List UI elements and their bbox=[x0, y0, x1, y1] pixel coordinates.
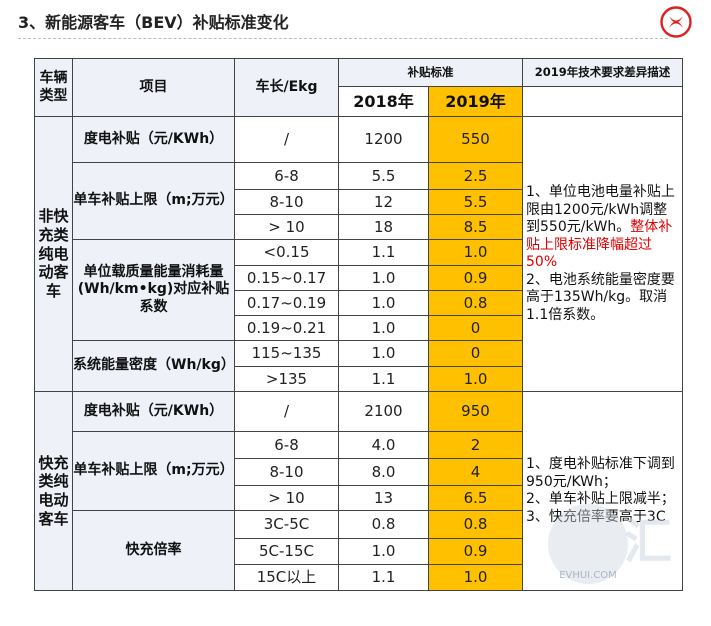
value-2019: 0 bbox=[428, 315, 523, 341]
table-row: 单车补贴上限（m;万元） 6-8 5.5 2.5 bbox=[35, 162, 683, 240]
length-cell: 15C以上 bbox=[234, 564, 339, 591]
value-2019: 1.0 bbox=[428, 564, 523, 591]
table-row: > 10 18 8.5 bbox=[35, 214, 683, 240]
value-2019: 8.5 bbox=[428, 214, 523, 240]
item-label: 快充倍率 bbox=[72, 510, 235, 591]
diff-text: 2、电池系统能量密度要高于135Wh/kg。取消1.1倍系数。 bbox=[526, 271, 675, 323]
header-length: 车长/Ekg bbox=[234, 58, 339, 117]
length-cell: 5C-15C bbox=[234, 538, 339, 565]
value-2018: 4.0 bbox=[338, 431, 429, 459]
value-2018: 13 bbox=[338, 485, 429, 511]
value-2019: 0.8 bbox=[428, 290, 523, 316]
value-2018: 1.0 bbox=[338, 538, 429, 565]
length-cell: 6-8 bbox=[234, 162, 339, 190]
item-label: 单车补贴上限（m;万元） bbox=[72, 162, 235, 240]
item-label: 度电补贴（元/KWh） bbox=[72, 391, 235, 432]
table-row: 0.15~0.17 1.0 0.9 bbox=[35, 265, 683, 291]
length-cell: >135 bbox=[234, 366, 339, 392]
item-label: 单车补贴上限（m;万元） bbox=[72, 431, 235, 511]
table-row: 15C以上 1.1 1.0 bbox=[35, 564, 683, 591]
value-2018: 0.8 bbox=[338, 510, 429, 539]
header-category: 车辆类型 bbox=[34, 58, 73, 117]
length-cell: / bbox=[234, 391, 339, 432]
diff-description: 1、度电补贴标准下调到950元/KWh； 2、单车补贴上限减半； 3、快充倍率要高于… bbox=[522, 391, 683, 591]
value-2018: 12 bbox=[338, 189, 429, 215]
table-row: 0.19~0.21 1.0 0 bbox=[35, 315, 683, 341]
length-cell: 6-8 bbox=[234, 431, 339, 459]
table-row: 8-10 8.0 4 bbox=[35, 458, 683, 486]
value-2018: 18 bbox=[338, 214, 429, 240]
value-2019: 2.5 bbox=[428, 162, 523, 190]
page-title: 3、新能源客车（BEV）补贴标准变化 bbox=[18, 13, 289, 32]
value-2019: 1.0 bbox=[428, 239, 523, 266]
table-row: 0.17~0.19 1.0 0.8 bbox=[35, 290, 683, 316]
table-row: 系统能量密度（Wh/kg） 115~135 1.0 0 bbox=[35, 340, 683, 392]
diff-text: 2、单车补贴上限减半； bbox=[526, 491, 675, 507]
item-label: 单位载质量能量消耗量(Wh/km•kg)对应补贴系数 bbox=[72, 239, 235, 341]
length-cell: 0.19~0.21 bbox=[234, 315, 339, 341]
value-2019: 1.0 bbox=[428, 366, 523, 392]
header-row: 车辆类型 项目 车长/Ekg 补贴标准 2019年技术要求差异描述 bbox=[34, 58, 683, 117]
diff-text: 1、度电补贴标准下调到950元/KWh； bbox=[526, 456, 675, 490]
category-cell: 快充类纯电动客车 bbox=[34, 391, 73, 591]
value-2019: 0.8 bbox=[428, 510, 523, 539]
header-item: 项目 bbox=[72, 58, 235, 117]
table-row: 快充倍率 3C-5C 0.8 0.8 bbox=[35, 510, 683, 591]
table-row: 8-10 12 5.5 bbox=[35, 189, 683, 215]
table-row: 非快充类纯电动客车 度电补贴（元/KWh）/1200 550 1、单位电池电量补贴上限… bbox=[34, 116, 683, 392]
length-cell: / bbox=[234, 116, 339, 163]
value-2019: 950 bbox=[428, 391, 523, 432]
diff-text: 3、快充倍率要高于3C bbox=[526, 508, 666, 525]
subsidy-table: 车辆类型 项目 车长/Ekg 补贴标准 2019年技术要求差异描述 2018年 … bbox=[34, 58, 683, 591]
dongfeng-logo bbox=[660, 6, 692, 38]
length-cell: > 10 bbox=[234, 214, 339, 240]
length-cell: 0.17~0.19 bbox=[234, 290, 339, 316]
value-2018: 1.0 bbox=[338, 315, 429, 341]
value-2019: 6.5 bbox=[428, 485, 523, 511]
table-row: 快充类纯电动客车 度电补贴（元/KWh）/2100 950 1、度电补贴标准下调到95… bbox=[34, 391, 683, 591]
value-2019: 550 bbox=[428, 116, 523, 163]
length-cell: 0.15~0.17 bbox=[234, 265, 339, 291]
title-divider bbox=[18, 38, 668, 39]
diff-description: 1、单位电池电量补贴上限由1200元/kWh调整到550元/kWh。整体补贴上限… bbox=[522, 116, 683, 392]
item-label: 度电补贴（元/KWh） bbox=[72, 116, 235, 163]
table-row: 单位载质量能量消耗量(Wh/km•kg)对应补贴系数 <0.15 1.1 1.0 bbox=[35, 239, 683, 341]
header-diff-blank bbox=[522, 86, 683, 117]
header-diff: 2019年技术要求差异描述 bbox=[522, 58, 683, 87]
category-cell: 非快充类纯电动客车 bbox=[34, 116, 73, 392]
value-2018: 1.0 bbox=[338, 290, 429, 316]
item-label: 系统能量密度（Wh/kg） bbox=[72, 340, 235, 392]
length-cell: 115~135 bbox=[234, 340, 339, 367]
length-cell: 3C-5C bbox=[234, 510, 339, 539]
diff-highlight: 整体补贴上限标准降幅超过50% bbox=[526, 219, 673, 270]
length-cell: <0.15 bbox=[234, 239, 339, 266]
table-row: > 10 13 6.5 bbox=[35, 485, 683, 511]
value-2018: 1.1 bbox=[338, 366, 429, 392]
length-cell: 8-10 bbox=[234, 458, 339, 486]
header-2018: 2018年 bbox=[338, 86, 429, 117]
value-2019: 5.5 bbox=[428, 189, 523, 215]
value-2019: 0 bbox=[428, 340, 523, 367]
table-row: 5C-15C 1.0 0.9 bbox=[35, 538, 683, 565]
length-cell: 8-10 bbox=[234, 189, 339, 215]
diff-text: 1、单位电池电量补贴上限由1200元/kWh调整到550元/kWh。 bbox=[526, 184, 675, 235]
value-2018: 1.1 bbox=[338, 564, 429, 591]
value-2018: 2100 bbox=[338, 391, 429, 432]
value-2018: 1.0 bbox=[338, 340, 429, 367]
value-2018: 8.0 bbox=[338, 458, 429, 486]
value-2018: 5.5 bbox=[338, 162, 429, 190]
length-cell: > 10 bbox=[234, 485, 339, 511]
value-2019: 0.9 bbox=[428, 265, 523, 291]
value-2018: 1.1 bbox=[338, 239, 429, 266]
value-2018: 1.0 bbox=[338, 265, 429, 291]
value-2019: 0.9 bbox=[428, 538, 523, 565]
header-subsidy-standard: 补贴标准 bbox=[338, 58, 523, 87]
value-2019: 2 bbox=[428, 431, 523, 459]
header-2019: 2019年 bbox=[428, 86, 523, 117]
value-2018: 1200 bbox=[338, 116, 429, 163]
value-2019: 4 bbox=[428, 458, 523, 486]
